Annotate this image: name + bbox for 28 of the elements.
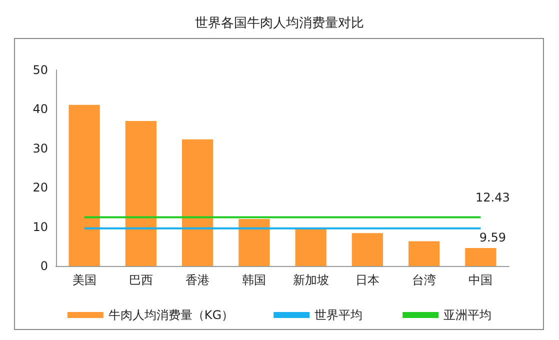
legend-label: 世界平均 [314,308,363,322]
legend-label: 亚洲平均 [444,308,492,322]
x-tick-label: 巴西 [128,273,153,287]
x-tick-label: 韩国 [242,273,266,287]
y-tick-label: 20 [32,180,48,195]
x-tick-label: 新加坡 [292,273,329,287]
bar [238,218,270,266]
chart-title: 世界各国牛肉人均消费量对比 [195,16,364,31]
bar [465,248,496,266]
data-label: 9.59 [479,230,506,244]
bar [125,120,157,266]
y-tick-label: 0 [40,259,48,273]
x-tick-label: 日本 [355,273,380,287]
bar [182,139,214,266]
y-tick-label: 50 [32,63,48,77]
legend-label: 牛肉人均消费量（KG） [108,308,234,322]
bar [352,233,384,266]
y-tick-label: 40 [32,102,48,116]
y-tick-label: 30 [32,141,48,156]
x-tick-label: 美国 [72,273,96,287]
x-tick-label: 台湾 [412,273,436,287]
data-label: 12.43 [476,190,510,204]
x-tick-label: 香港 [186,273,210,287]
bar [68,104,100,266]
x-tick-label: 中国 [468,273,493,287]
bar [295,228,326,266]
y-tick-label: 10 [32,220,48,234]
bar [408,241,440,266]
